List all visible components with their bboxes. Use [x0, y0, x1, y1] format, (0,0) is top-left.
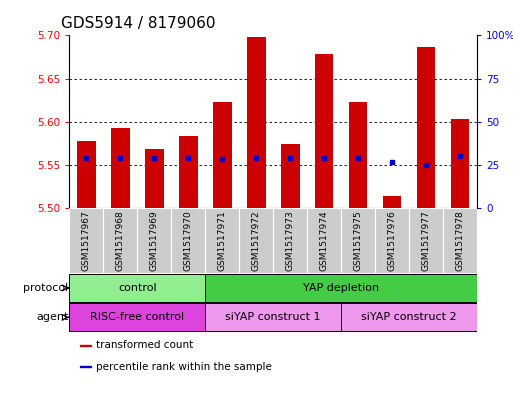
- Bar: [315, 53, 333, 208]
- Text: GSM1517975: GSM1517975: [353, 210, 363, 271]
- Bar: [383, 196, 402, 208]
- Text: GSM1517968: GSM1517968: [116, 210, 125, 271]
- Text: GSM1517977: GSM1517977: [422, 210, 430, 271]
- Text: RISC-free control: RISC-free control: [90, 312, 184, 322]
- Bar: [179, 136, 198, 208]
- Bar: [137, 208, 171, 273]
- Text: transformed count: transformed count: [96, 340, 193, 350]
- Bar: [443, 208, 477, 273]
- Bar: [145, 149, 164, 208]
- Text: protocol: protocol: [23, 283, 69, 293]
- Bar: [171, 208, 205, 273]
- Bar: [375, 208, 409, 273]
- Bar: [69, 274, 205, 302]
- Bar: [69, 208, 103, 273]
- Text: siYAP construct 2: siYAP construct 2: [361, 312, 457, 322]
- Text: GSM1517973: GSM1517973: [286, 210, 294, 271]
- Bar: [205, 208, 239, 273]
- Bar: [349, 102, 367, 208]
- Bar: [417, 48, 436, 208]
- Text: GSM1517974: GSM1517974: [320, 210, 329, 271]
- Text: GSM1517976: GSM1517976: [388, 210, 397, 271]
- Text: agent: agent: [36, 312, 69, 322]
- Text: siYAP construct 1: siYAP construct 1: [225, 312, 321, 322]
- Text: GSM1517978: GSM1517978: [456, 210, 465, 271]
- Bar: [307, 208, 341, 273]
- Bar: [103, 208, 137, 273]
- Text: YAP depletion: YAP depletion: [303, 283, 379, 293]
- Bar: [341, 303, 477, 332]
- Bar: [341, 208, 375, 273]
- Bar: [409, 208, 443, 273]
- Bar: [451, 119, 469, 208]
- Text: percentile rank within the sample: percentile rank within the sample: [96, 362, 272, 371]
- Bar: [239, 208, 273, 273]
- Text: GSM1517969: GSM1517969: [150, 210, 159, 271]
- Bar: [69, 303, 205, 332]
- Bar: [273, 208, 307, 273]
- Text: GSM1517971: GSM1517971: [218, 210, 227, 271]
- Bar: [77, 141, 95, 208]
- Bar: [80, 366, 91, 367]
- Text: GDS5914 / 8179060: GDS5914 / 8179060: [61, 17, 215, 31]
- Text: control: control: [118, 283, 156, 293]
- Bar: [80, 345, 91, 346]
- Bar: [205, 274, 477, 302]
- Bar: [281, 144, 300, 208]
- Bar: [247, 37, 266, 208]
- Bar: [111, 128, 130, 208]
- Text: GSM1517970: GSM1517970: [184, 210, 193, 271]
- Bar: [205, 303, 341, 332]
- Bar: [213, 102, 231, 208]
- Text: GSM1517967: GSM1517967: [82, 210, 91, 271]
- Text: GSM1517972: GSM1517972: [252, 210, 261, 271]
